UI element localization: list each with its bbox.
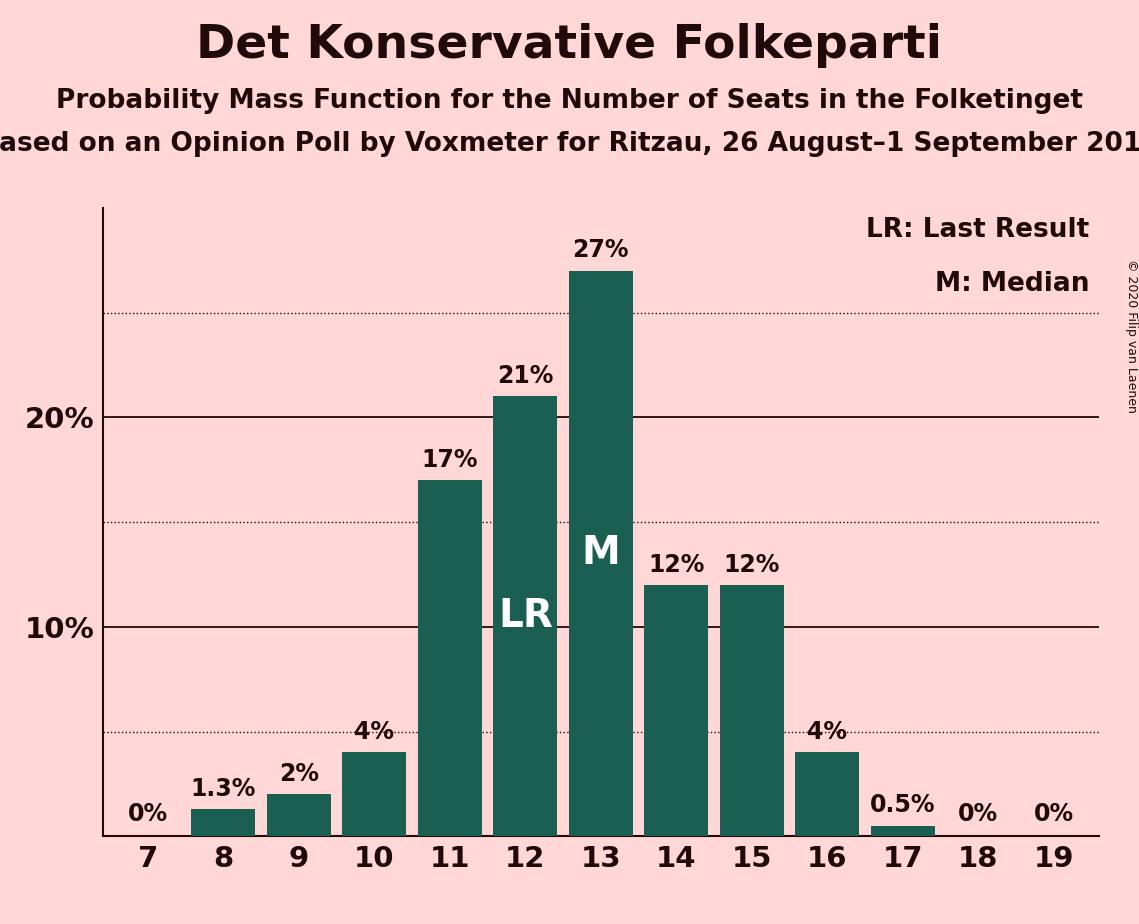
Text: Det Konservative Folkeparti: Det Konservative Folkeparti xyxy=(197,23,942,68)
Text: 0%: 0% xyxy=(1034,802,1074,826)
Text: 27%: 27% xyxy=(573,238,629,262)
Text: M: M xyxy=(581,534,621,573)
Bar xyxy=(870,826,935,836)
Text: 0%: 0% xyxy=(128,802,167,826)
Text: M: Median: M: Median xyxy=(935,271,1089,297)
Bar xyxy=(342,752,407,836)
Text: 21%: 21% xyxy=(497,364,554,388)
Text: 0%: 0% xyxy=(958,802,999,826)
Bar xyxy=(720,585,784,836)
Text: LR: LR xyxy=(498,597,552,636)
Text: 4%: 4% xyxy=(808,720,847,744)
Text: 2%: 2% xyxy=(279,762,319,786)
Bar xyxy=(795,752,860,836)
Bar xyxy=(418,480,482,836)
Bar xyxy=(493,396,557,836)
Text: Based on an Opinion Poll by Voxmeter for Ritzau, 26 August–1 September 2019: Based on an Opinion Poll by Voxmeter for… xyxy=(0,131,1139,157)
Bar xyxy=(267,795,331,836)
Bar xyxy=(568,271,633,836)
Text: 0.5%: 0.5% xyxy=(870,794,935,818)
Bar xyxy=(645,585,708,836)
Text: LR: Last Result: LR: Last Result xyxy=(866,217,1089,243)
Text: 17%: 17% xyxy=(421,448,478,472)
Text: 4%: 4% xyxy=(354,720,394,744)
Text: 1.3%: 1.3% xyxy=(190,776,256,800)
Text: 12%: 12% xyxy=(648,553,705,577)
Text: Probability Mass Function for the Number of Seats in the Folketinget: Probability Mass Function for the Number… xyxy=(56,88,1083,114)
Bar xyxy=(191,809,255,836)
Text: 12%: 12% xyxy=(723,553,780,577)
Text: © 2020 Filip van Laenen: © 2020 Filip van Laenen xyxy=(1124,259,1138,413)
